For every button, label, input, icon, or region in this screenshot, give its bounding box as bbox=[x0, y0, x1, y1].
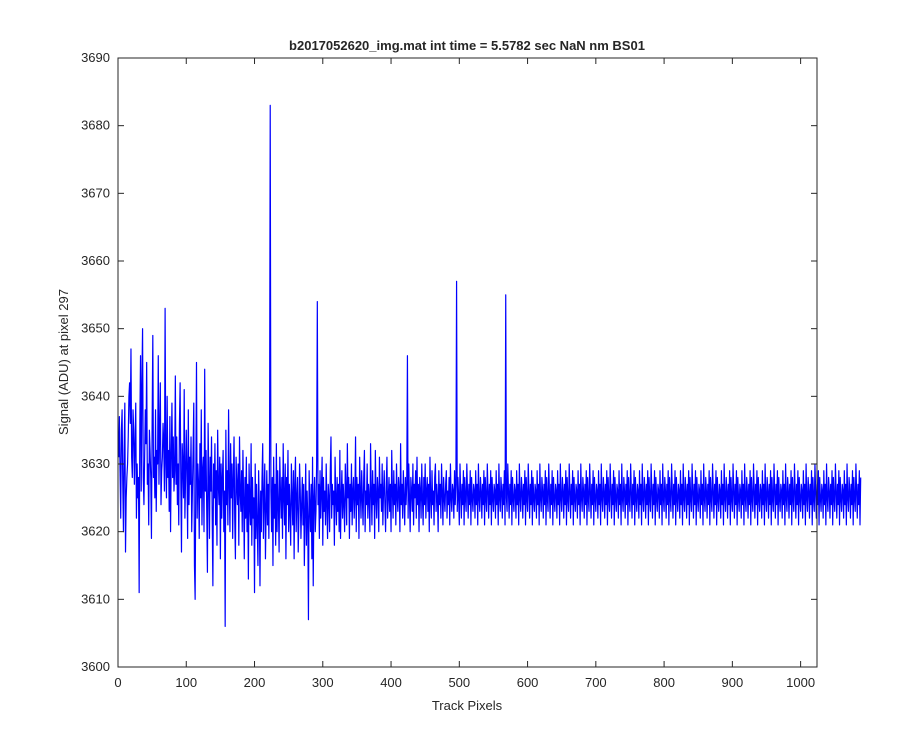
plot-area bbox=[118, 58, 817, 667]
series-line-0 bbox=[118, 104, 862, 628]
x-tick-label: 500 bbox=[448, 675, 470, 690]
x-tick-label: 700 bbox=[585, 675, 607, 690]
y-tick-label: 3640 bbox=[81, 388, 110, 403]
y-tick-label: 3610 bbox=[81, 591, 110, 606]
x-tick-label: 900 bbox=[722, 675, 744, 690]
x-tick-label: 100 bbox=[175, 675, 197, 690]
x-tick-label: 800 bbox=[653, 675, 675, 690]
y-tick-label: 3690 bbox=[81, 50, 110, 65]
y-axis-label: Signal (ADU) at pixel 297 bbox=[56, 289, 71, 435]
y-tick-label: 3660 bbox=[81, 253, 110, 268]
y-tick-label: 3680 bbox=[81, 118, 110, 133]
line-layer bbox=[118, 104, 862, 628]
x-tick-label: 600 bbox=[517, 675, 539, 690]
y-tick-label: 3630 bbox=[81, 456, 110, 471]
y-tick-label: 3650 bbox=[81, 321, 110, 336]
y-tick-label: 3620 bbox=[81, 524, 110, 539]
x-tick-label: 0 bbox=[114, 675, 121, 690]
axes-layer bbox=[117, 57, 818, 668]
x-tick-label: 1000 bbox=[786, 675, 815, 690]
y-tick-label: 3600 bbox=[81, 659, 110, 674]
x-axis-label: Track Pixels bbox=[432, 698, 503, 713]
tick-layer: 0 100 200 300 400 500 600 700 800 900 1000 3600 3610… bbox=[81, 50, 817, 690]
x-tick-label: 300 bbox=[312, 675, 334, 690]
axes-box bbox=[117, 57, 818, 668]
chart-title: b2017052620_img.mat int time = 5.5782 se… bbox=[289, 38, 645, 53]
x-tick-label: 200 bbox=[244, 675, 266, 690]
y-tick-label: 3670 bbox=[81, 185, 110, 200]
x-tick-label: 400 bbox=[380, 675, 402, 690]
